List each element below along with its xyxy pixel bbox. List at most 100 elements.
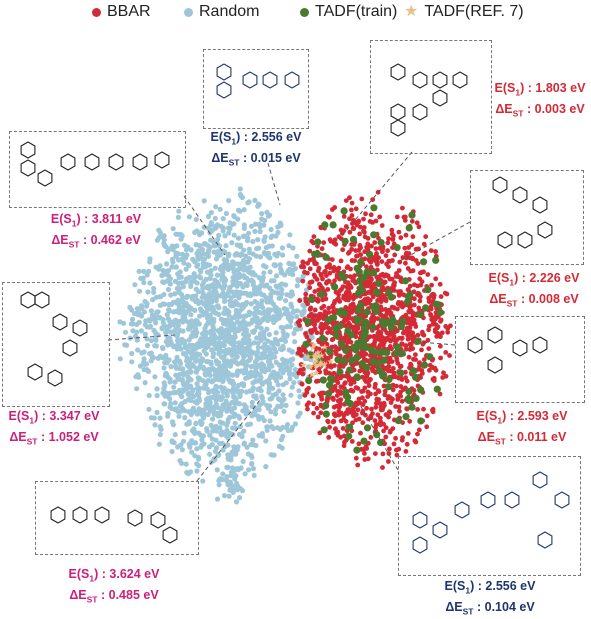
bbar-point: [325, 287, 330, 292]
bbar-point: [432, 366, 437, 371]
bbar-point: [368, 284, 373, 289]
random-point: [185, 244, 190, 249]
bbar-point: [313, 308, 318, 313]
random-point: [279, 325, 284, 330]
random-point: [234, 448, 239, 453]
random-point: [241, 459, 246, 464]
bbar-point: [342, 214, 347, 219]
random-point: [255, 237, 260, 242]
random-point: [287, 267, 292, 272]
bbar-point: [426, 346, 431, 351]
random-point: [182, 304, 187, 309]
legend-label-random: Random: [199, 3, 259, 21]
random-point: [137, 311, 142, 316]
random-point: [155, 393, 160, 398]
random-point: [193, 318, 198, 323]
bbar-point: [389, 337, 394, 342]
bbar-point: [392, 305, 397, 310]
tadf-train-point: [322, 402, 329, 409]
bbar-point: [351, 226, 356, 231]
bbar-point: [370, 220, 375, 225]
bbar-point: [416, 291, 421, 296]
random-point: [218, 267, 223, 272]
bbar-point: [332, 371, 337, 376]
random-point: [168, 329, 173, 334]
random-point: [180, 252, 185, 257]
tadf-train-point: [341, 207, 348, 214]
random-point: [283, 282, 288, 287]
tadf-train-point: [405, 397, 412, 404]
random-point: [152, 374, 157, 379]
random-point: [224, 431, 229, 436]
bbar-point: [425, 272, 430, 277]
random-point: [249, 320, 254, 325]
bbar-point: [307, 285, 312, 290]
random-point: [194, 264, 199, 269]
bbar-point: [348, 267, 353, 272]
random-point: [261, 270, 266, 275]
random-point: [260, 434, 265, 439]
random-point: [184, 276, 189, 281]
bbar-point: [385, 248, 390, 253]
random-point: [217, 349, 222, 354]
random-point: [180, 295, 185, 300]
random-point: [117, 319, 122, 324]
bbar-point: [408, 269, 413, 274]
bbar-point: [339, 259, 344, 264]
random-point: [142, 362, 147, 367]
bbar-point: [386, 412, 391, 417]
random-point: [196, 455, 201, 460]
random-point: [278, 266, 283, 271]
bbar-point: [413, 440, 418, 445]
random-point: [273, 308, 278, 313]
random-point: [182, 383, 187, 388]
bbar-point: [312, 289, 317, 294]
random-point: [193, 409, 198, 414]
random-point: [179, 237, 184, 242]
random-point: [129, 359, 134, 364]
tadf-ref-point: ★: [308, 370, 316, 380]
bbar-point: [360, 420, 365, 425]
random-point: [206, 286, 211, 291]
random-point: [157, 416, 162, 421]
random-point: [249, 461, 254, 466]
tadf-train-point: [434, 386, 441, 393]
bbar-point: [411, 234, 416, 239]
bbar-point: [408, 284, 413, 289]
random-point: [179, 257, 184, 262]
random-point: [167, 357, 172, 362]
tadf-train-point: [370, 231, 377, 238]
random-point: [239, 322, 244, 327]
random-point: [246, 333, 251, 338]
random-point: [236, 294, 241, 299]
bbar-point: [410, 334, 415, 339]
random-point: [279, 347, 284, 352]
random-point: [214, 358, 219, 363]
bbar-point: [340, 247, 345, 252]
tadf-train-point: [360, 438, 367, 445]
random-point: [242, 222, 247, 227]
bbar-point: [397, 409, 402, 414]
tadf-train-point: [368, 347, 375, 354]
random-point: [147, 280, 152, 285]
bbar-point: [408, 321, 413, 326]
annotation-a2: E(S1) : 1.803 eV ΔEST : 0.003 eV: [490, 80, 590, 121]
random-point: [232, 270, 237, 275]
bbar-point: [362, 386, 367, 391]
random-point: [132, 282, 137, 287]
bbar-point: [335, 430, 340, 435]
random-point: [173, 432, 178, 437]
random-point: [129, 351, 134, 356]
random-point: [262, 369, 267, 374]
random-point: [261, 263, 266, 268]
random-point: [203, 300, 208, 305]
random-point: [237, 416, 242, 421]
bbar-point: [390, 237, 395, 242]
random-point: [275, 425, 280, 430]
bbar-point: [429, 304, 434, 309]
random-point: [130, 317, 135, 322]
random-point: [239, 431, 244, 436]
tadf-train-point: [330, 314, 337, 321]
random-point: [288, 393, 293, 398]
bbar-point: [379, 405, 384, 410]
